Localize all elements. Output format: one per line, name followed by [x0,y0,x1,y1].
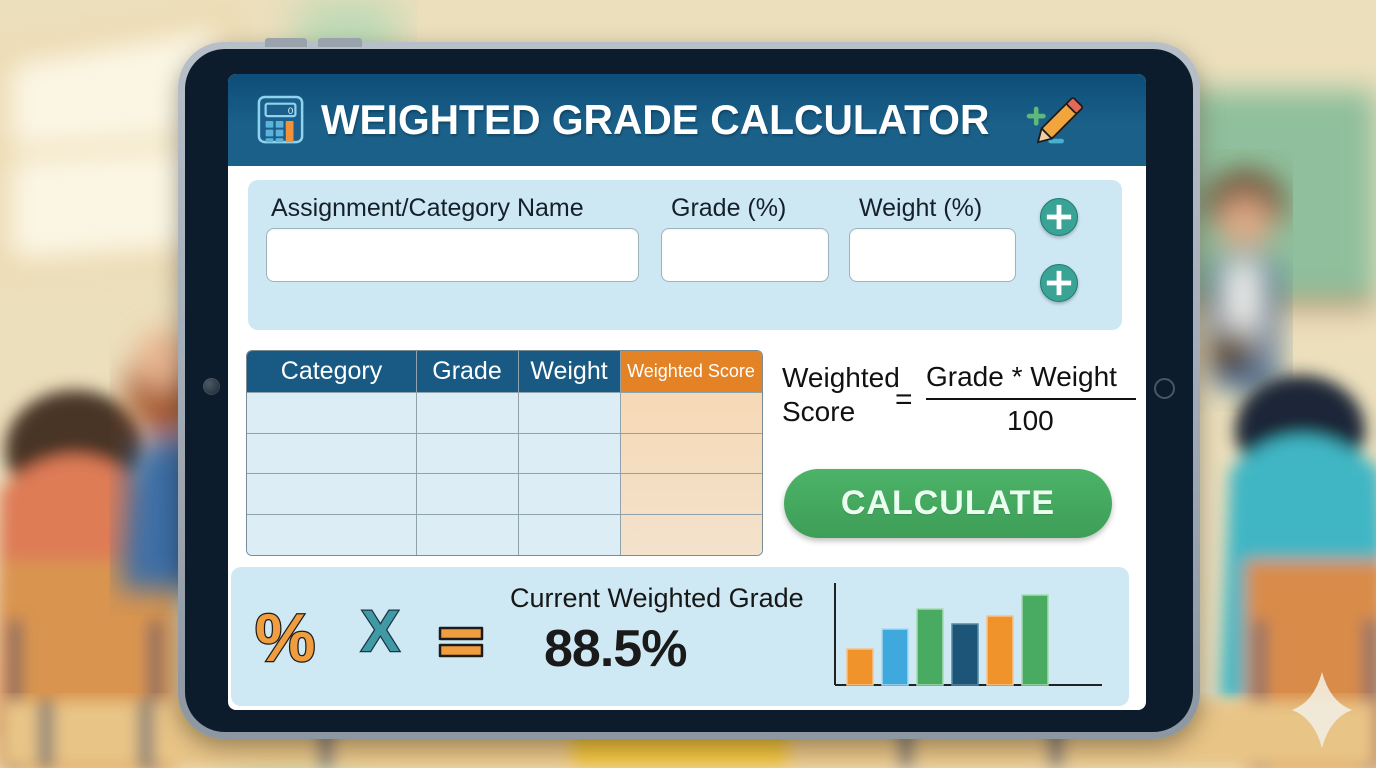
svg-text:X: X [361,603,400,664]
svg-text:%: % [255,600,315,675]
svg-text:0: 0 [288,106,293,117]
